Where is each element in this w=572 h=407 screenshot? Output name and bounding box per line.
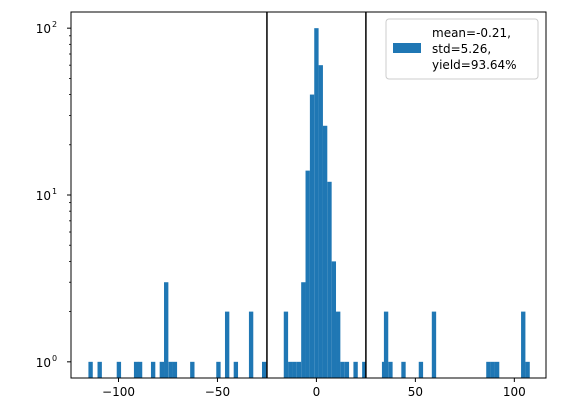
histogram-bar: [248, 311, 254, 378]
histogram-bar: [431, 311, 437, 378]
x-tick-label: 0: [313, 385, 321, 399]
histogram-bar: [164, 282, 169, 378]
histogram-bar: [401, 361, 406, 378]
histogram-bar: [172, 361, 178, 378]
histogram-bar: [318, 65, 323, 379]
histogram-bars: [88, 28, 530, 379]
histogram-bar: [288, 361, 293, 378]
histogram-bar: [309, 94, 315, 378]
histogram-bar: [336, 311, 341, 378]
legend-box: [385, 18, 539, 80]
histogram-bar: [190, 361, 195, 378]
y-tick-label: 10: [36, 22, 51, 36]
histogram-bar: [494, 361, 500, 378]
histogram-bar: [301, 282, 306, 378]
histogram-bar: [305, 170, 310, 378]
histogram-bar: [340, 361, 345, 378]
histogram-bar: [224, 311, 230, 378]
histogram-bar: [97, 361, 102, 378]
histogram-bar: [88, 361, 93, 378]
histogram-bar: [314, 28, 319, 378]
histogram-bar: [137, 361, 143, 378]
histogram-bar: [233, 361, 239, 378]
legend-label-mean: mean=-0.21,: [432, 26, 511, 40]
histogram-bar: [418, 361, 424, 378]
histogram-bar: [159, 361, 165, 378]
histogram-bar: [353, 361, 358, 378]
y-tick-exponent: 1: [52, 187, 57, 196]
histogram-bar: [383, 311, 389, 378]
histogram-bar: [490, 361, 495, 378]
histogram-bar: [216, 361, 221, 378]
histogram-bar: [388, 361, 393, 378]
histogram-bar: [150, 361, 156, 378]
legend-label-std: std=5.26,: [432, 42, 491, 56]
histogram-bar: [296, 361, 302, 378]
y-tick-exponent: 2: [52, 20, 57, 29]
y-tick-label: 10: [36, 356, 51, 370]
x-axis-ticks: −100 −50 0 50 100: [102, 378, 526, 399]
histogram-bar: [362, 361, 367, 378]
threshold-lines: [266, 12, 367, 378]
x-tick-label: 100: [503, 385, 526, 399]
histogram-bar: [344, 361, 350, 378]
histogram-bar: [521, 311, 526, 378]
histogram-bar: [322, 125, 328, 379]
histogram-bar: [133, 361, 139, 378]
legend: mean=-0.21, std=5.26, yield=93.64%: [385, 18, 539, 80]
y-tick-label: 10: [36, 189, 51, 203]
y-tick-exponent: 0: [52, 354, 57, 363]
x-tick-label: −50: [205, 385, 230, 399]
histogram-bar: [331, 261, 337, 378]
histogram-bar: [261, 361, 267, 378]
histogram-bar: [116, 361, 122, 378]
histogram-bar: [168, 361, 173, 378]
histogram-bar: [292, 361, 297, 378]
x-tick-label: 50: [408, 385, 423, 399]
histogram-bar: [327, 181, 332, 378]
histogram-bar: [525, 361, 530, 378]
histogram-bar: [486, 361, 491, 378]
legend-swatch: [393, 43, 421, 53]
legend-label-yield: yield=93.64%: [432, 58, 517, 72]
x-tick-label: −100: [102, 385, 135, 399]
histogram-bar: [283, 311, 289, 378]
